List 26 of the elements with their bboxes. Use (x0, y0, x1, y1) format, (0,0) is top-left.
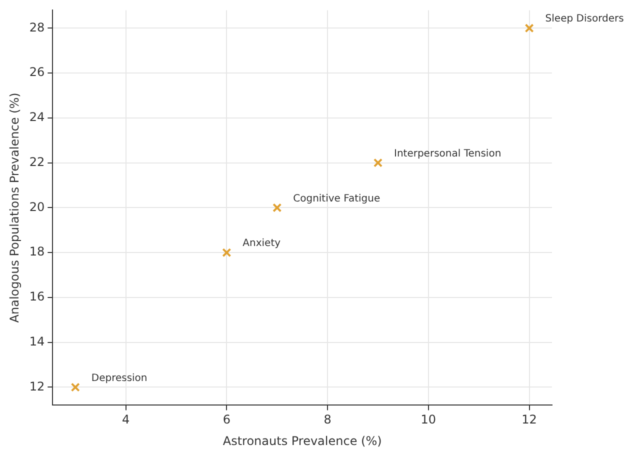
y-axis-title: Analogous Populations Prevalence (%) (7, 92, 22, 323)
y-tick-label: 20 (29, 200, 45, 214)
point (272, 203, 282, 212)
x-tick-label: 8 (324, 412, 332, 427)
y-tick-label: 16 (29, 290, 45, 304)
y-tick-label: 22 (29, 154, 45, 169)
y-tick-label: 26 (29, 65, 45, 80)
annotation: Sleep Disorders (545, 14, 624, 25)
x-axis-title: Astronauts Prevalence (%) (222, 434, 382, 448)
annotation: Cognitive Fatigue (293, 193, 380, 204)
point (373, 158, 383, 168)
annotation: Anxiety (242, 238, 281, 250)
x-tick-label: 4 (122, 412, 130, 427)
y-tick-label: 12 (29, 379, 45, 394)
y-tick-label: 28 (29, 20, 45, 34)
x-tick-label: 10 (420, 412, 436, 427)
point (524, 24, 534, 33)
annotation: Depression (91, 372, 148, 384)
y-tick-label: 24 (29, 110, 45, 124)
y-tick-label: 14 (29, 334, 45, 348)
x-tick-label: 12 (522, 412, 537, 427)
annotation: Interpersonal Tension (394, 148, 502, 160)
point (70, 382, 80, 392)
y-tick-label: 18 (29, 244, 45, 259)
point (222, 248, 232, 258)
x-tick-label: 6 (222, 412, 230, 427)
